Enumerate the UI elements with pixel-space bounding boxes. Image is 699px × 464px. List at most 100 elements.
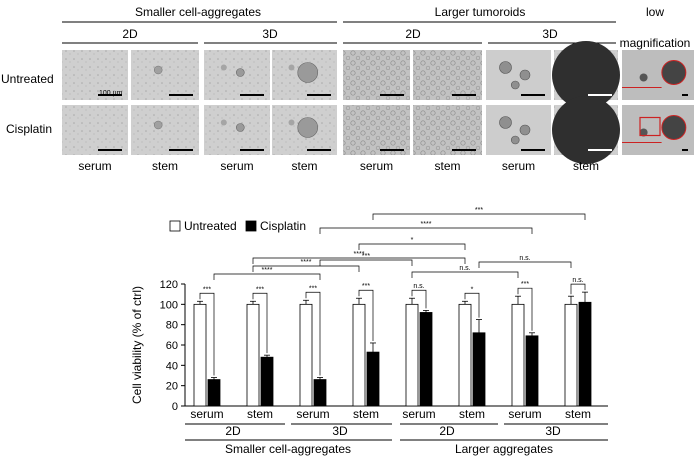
legend-label: Cisplatin [260,219,306,233]
comparison-label: *** [475,207,483,214]
legend-swatch [169,220,181,232]
x-tick-label: stem [565,407,591,421]
pair-significance: * [471,286,474,293]
x-tick-label: serum [296,407,329,421]
x-tick-label: stem [247,407,273,421]
y-tick-label: 0 [172,401,178,413]
y-tick-label: 20 [166,381,178,393]
comparison-bracket [319,259,413,266]
comparison-label: **** [421,221,432,228]
bar [246,303,260,407]
viability-chart: 0 20 40 60 80 100 120 Cell viability (% of ctrl… [130,207,608,456]
bar [313,379,327,407]
micrograph-tile [272,105,337,155]
bar [352,303,366,407]
micrograph-tile [343,105,410,155]
micrograph-tile [62,50,128,100]
x-tick-label: serum [402,407,435,421]
micrograph-column-label: serum [78,159,111,173]
x-tick-label: stem [459,407,485,421]
comparison-label: **** [262,267,273,274]
micrograph-tile [622,105,694,155]
comparison-label: **** [301,259,312,266]
group-label-level1: 3D [332,424,348,438]
micrograph-column-label: serum [502,159,535,173]
comparison-label: n.s. [459,265,470,272]
bar [207,379,221,407]
pair-bracket [570,283,586,295]
subheader-2d-right: 2D [405,27,421,41]
pair-bracket [517,287,533,331]
header-low-mag-2: magnification [620,36,691,50]
pair-bracket [411,289,427,309]
group-label-level1: 2D [225,424,241,438]
y-axis-title: Cell viability (% of ctrl) [130,286,144,404]
pair-significance: *** [256,286,264,293]
micrograph-column-label: stem [152,159,178,173]
header-low-mag-1: low [646,5,664,19]
comparison-bracket [478,261,572,268]
y-tick-label: 80 [166,320,178,332]
subheader-3d-right: 3D [542,27,558,41]
pair-significance: n.s. [413,283,424,290]
subheader-2d-left: 2D [122,27,138,41]
bar [405,303,419,407]
comparison-bracket [358,243,466,250]
micrograph-grid: 100 µm [62,41,694,164]
y-tick-label: 100 [160,299,178,311]
pair-significance: *** [521,281,529,288]
legend: Untreated Cisplatin [169,219,306,233]
bar [564,303,578,407]
y-tick-label: 120 [160,279,178,291]
comparison-label: * [411,237,414,244]
x-tick-label: stem [353,407,379,421]
comparison-label: *** [362,253,370,260]
pair-bracket [358,289,374,341]
micrograph-tile [131,105,199,155]
micrograph-column-labels: serum stem serum stem serum stem serum stem [78,159,599,173]
group-label-level1: 3D [545,424,561,438]
comparison-bracket [411,271,519,278]
comparison-bracket [319,227,533,234]
bar [472,332,486,407]
y-tick-label: 60 [166,340,178,352]
row-label-untreated: Untreated [1,72,54,86]
x-tick-label: serum [508,407,541,421]
pair-significance: *** [309,285,317,292]
micrograph-tile [204,50,270,100]
comparison-label: n.s. [519,255,530,262]
bar [366,351,380,407]
comparison-label: **** [354,251,365,258]
micrograph-column-label: stem [573,159,599,173]
micrograph-tile [131,50,199,100]
header-smaller: Smaller cell-aggregates [135,5,261,19]
micrograph-column-label: serum [220,159,253,173]
group-label-level2: Smaller cell-aggregates [225,442,351,456]
legend-label: Untreated [184,219,237,233]
bar [525,335,539,407]
micrograph-tile [204,105,270,155]
bar [193,303,207,407]
group-label-level1: 2D [439,424,455,438]
scale-bar-label: 100 µm [99,90,123,97]
micrograph-tile [413,50,482,100]
comparison-bracket [252,257,466,264]
comparison-bracket [213,273,321,280]
micrograph-tile [552,41,620,109]
comparison-bracket [252,265,360,272]
pair-significance: *** [203,286,211,293]
micrograph-tile [486,50,551,100]
bar [578,301,592,407]
bar [419,312,433,407]
micrograph-tile [343,50,410,100]
bar [299,303,313,407]
pair-bracket [464,292,480,318]
x-tick-label: serum [190,407,223,421]
bar [511,303,525,407]
micrograph-tile [622,50,694,100]
micrograph-tile [486,105,551,155]
bar [260,356,274,407]
pair-bracket [199,292,215,376]
micrograph-tile [272,50,337,100]
